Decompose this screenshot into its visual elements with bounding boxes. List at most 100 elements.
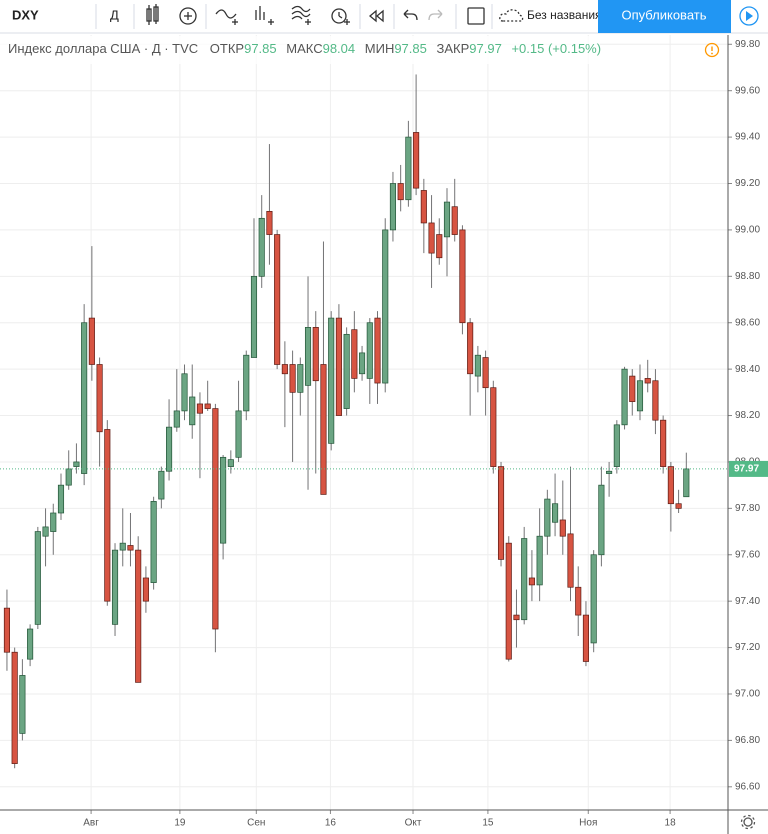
chart-style-button[interactable]: [146, 4, 159, 25]
candle-body: [521, 538, 528, 621]
x-tick-label: 18: [665, 818, 677, 829]
y-tick-label: 98.80: [735, 271, 760, 282]
y-tick-label: 97.20: [735, 642, 760, 653]
candle-body: [436, 234, 443, 259]
y-tick-label: 96.60: [735, 781, 760, 792]
candle-body: [590, 554, 597, 644]
y-tick-label: 99.00: [735, 225, 760, 236]
candle-body: [482, 357, 489, 389]
y-tick-label: 98.60: [735, 317, 760, 328]
candle-body: [243, 354, 250, 412]
candle-body: [73, 461, 80, 467]
candle-body: [467, 322, 474, 375]
publish-label[interactable]: Опубликовать: [621, 7, 706, 22]
last-price-badge: [729, 460, 768, 477]
x-tick-label: 16: [325, 818, 337, 829]
y-tick-label: 98.20: [735, 410, 760, 421]
candle-body: [675, 503, 682, 509]
candle-body: [250, 275, 258, 358]
candle-body: [328, 317, 335, 444]
candle-body: [196, 403, 204, 414]
candle-body: [281, 364, 288, 375]
x-tick-label: Авг: [83, 818, 99, 829]
candle-body: [667, 466, 674, 505]
candle-body: [27, 628, 34, 660]
undo-button[interactable]: [403, 9, 418, 21]
candle-body: [443, 201, 451, 238]
candle-body: [127, 545, 134, 551]
candle-body: [42, 526, 49, 537]
candle-body: [96, 364, 103, 433]
candle-body: [451, 206, 458, 235]
candle-body: [81, 322, 88, 474]
warning-icon[interactable]: [704, 42, 720, 58]
chart-title: Индекс доллара США · Д · TVC: [8, 41, 198, 56]
candle-body: [204, 403, 211, 409]
candle-body: [366, 322, 373, 379]
candle-body: [150, 501, 157, 583]
candle-body: [613, 424, 620, 467]
candle-body: [3, 607, 11, 653]
candle-body: [382, 229, 389, 384]
candle-body: [683, 468, 690, 498]
candle-body: [652, 380, 659, 421]
candle-body: [166, 426, 173, 472]
x-tick-label: Окт: [405, 818, 422, 829]
candle-body: [397, 183, 404, 201]
candle-body: [389, 183, 397, 231]
candle-body: [359, 352, 366, 375]
templates-button[interactable]: [291, 5, 311, 26]
candle-body: [312, 327, 319, 382]
candle-body: [142, 577, 149, 602]
candle-body: [65, 468, 72, 486]
layout-name[interactable]: Без названия: [527, 8, 602, 22]
interval[interactable]: Д: [110, 7, 119, 22]
y-tick-label: 98.40: [735, 364, 760, 375]
candle-body: [266, 210, 273, 235]
y-tick-label: 97.60: [735, 549, 760, 560]
candle-body: [335, 317, 342, 416]
candle-body: [559, 519, 566, 537]
low-label: МИН: [365, 41, 395, 56]
financials-button[interactable]: [255, 6, 274, 25]
legend-bg: [0, 36, 600, 64]
x-tick-label: Сен: [247, 818, 265, 829]
candle-body: [88, 317, 95, 365]
candle-body: [220, 456, 227, 544]
candle-body: [575, 586, 582, 616]
fullscreen-button[interactable]: [467, 7, 485, 25]
high-label: МАКС: [286, 41, 322, 56]
alert-button[interactable]: [331, 8, 350, 25]
candle-body: [413, 132, 420, 189]
x-tick-label: 15: [482, 818, 494, 829]
low-value: 97.85: [394, 41, 427, 56]
open-label: ОТКР: [210, 41, 244, 56]
plot-area: 96.6096.8097.0097.2097.4097.6097.8098.00…: [0, 35, 768, 834]
candle-body: [11, 651, 18, 764]
compare-button[interactable]: [179, 7, 197, 25]
y-tick-label: 99.60: [735, 85, 760, 96]
symbol[interactable]: DXY: [12, 7, 39, 22]
candle-body: [181, 373, 188, 412]
publish-button[interactable]: [598, 0, 731, 33]
play-button[interactable]: [739, 6, 759, 26]
indicators-button[interactable]: [215, 9, 238, 25]
high-value: 98.04: [323, 41, 356, 56]
close-label: ЗАКР: [437, 41, 470, 56]
toolbar: DXY Д Без названия Опубликовать: [0, 0, 768, 34]
cloud-icon: [499, 9, 524, 22]
replay-button[interactable]: [368, 9, 384, 23]
candle-body: [212, 408, 219, 630]
candle-body: [173, 410, 180, 428]
y-tick-label: 97.80: [735, 503, 760, 514]
settings-button[interactable]: [740, 814, 756, 830]
x-tick-label: Ноя: [579, 818, 597, 829]
redo-button[interactable]: [428, 9, 443, 21]
y-tick-label: 99.20: [735, 178, 760, 189]
candle-body: [189, 396, 196, 426]
change-value: +0.15 (+0.15%): [511, 41, 601, 56]
close-value: 97.97: [469, 41, 502, 56]
candle-body: [505, 542, 512, 660]
